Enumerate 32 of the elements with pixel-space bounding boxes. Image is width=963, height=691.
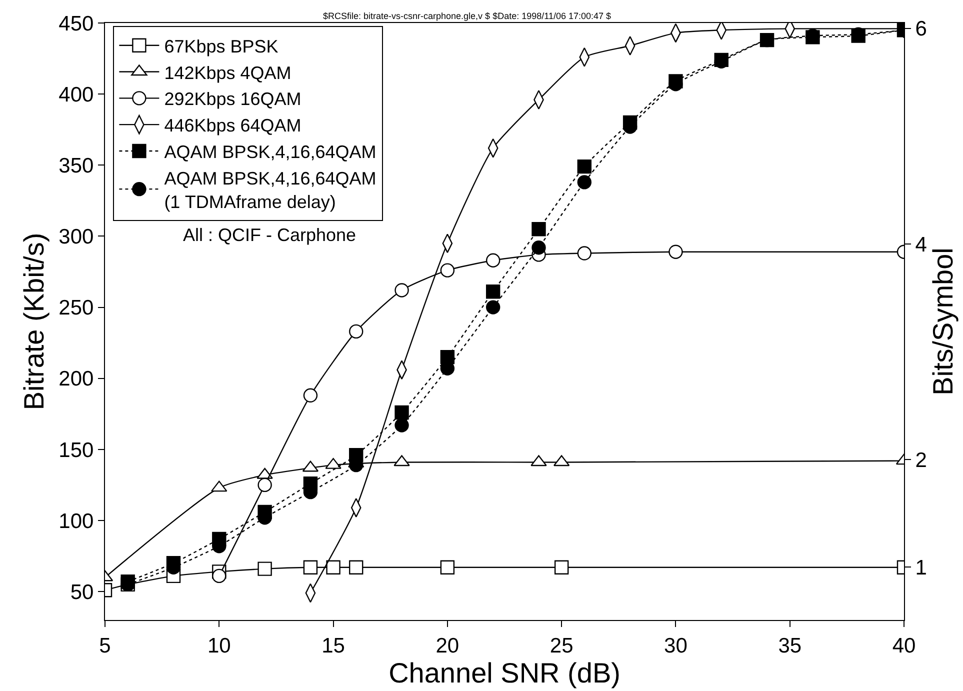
legend-label: AQAM BPSK,4,16,64QAM (1 TDMAframe delay): [164, 168, 376, 212]
y-tick-label: 50: [70, 580, 94, 604]
y-tick-label: 300: [58, 226, 94, 249]
y2-tick-label: 2: [915, 448, 927, 472]
x-tick-label: 25: [550, 634, 574, 658]
y-tick-label: 150: [58, 438, 94, 462]
legend-label: AQAM BPSK,4,16,64QAM: [164, 142, 376, 162]
x-tick-label: 35: [778, 634, 802, 658]
y-tick-label: 450: [58, 12, 94, 36]
x-tick-label: 15: [322, 634, 345, 658]
annotation: All : QCIF - Carphone: [183, 225, 356, 245]
y-axis-title: Bitrate (Kbit/s): [18, 232, 50, 410]
x-axis-title: Channel SNR (dB): [388, 657, 620, 688]
legend-label: 446Kbps 64QAM: [164, 116, 302, 136]
y-tick-label: 400: [58, 83, 94, 106]
y2-axis-title: Bits/Symbol: [927, 248, 958, 396]
legend-label: 142Kbps 4QAM: [164, 62, 292, 83]
y-tick-label: 350: [58, 154, 94, 178]
y-tick-label: 250: [58, 296, 94, 320]
x-tick-label: 40: [892, 634, 916, 658]
text: $RCSfile: bitrate-vs-csnr-carphone.gle,v $ $Date: 1998/11/06 17:00:47 $: [323, 11, 611, 21]
x-tick-label: 5: [99, 634, 111, 658]
legend-label: 292Kbps 16QAM: [164, 89, 302, 110]
y2-tick-label: 4: [915, 233, 928, 256]
x-tick-label: 10: [207, 634, 231, 658]
x-tick-label: 20: [436, 634, 460, 658]
y-tick-label: 100: [58, 510, 94, 533]
legend-label: 67Kbps BPSK: [164, 36, 278, 56]
y2-tick-label: 1: [915, 556, 927, 580]
x-tick-label: 30: [664, 634, 688, 658]
y2-tick-label: 6: [915, 18, 927, 41]
y-tick-label: 200: [58, 368, 94, 391]
